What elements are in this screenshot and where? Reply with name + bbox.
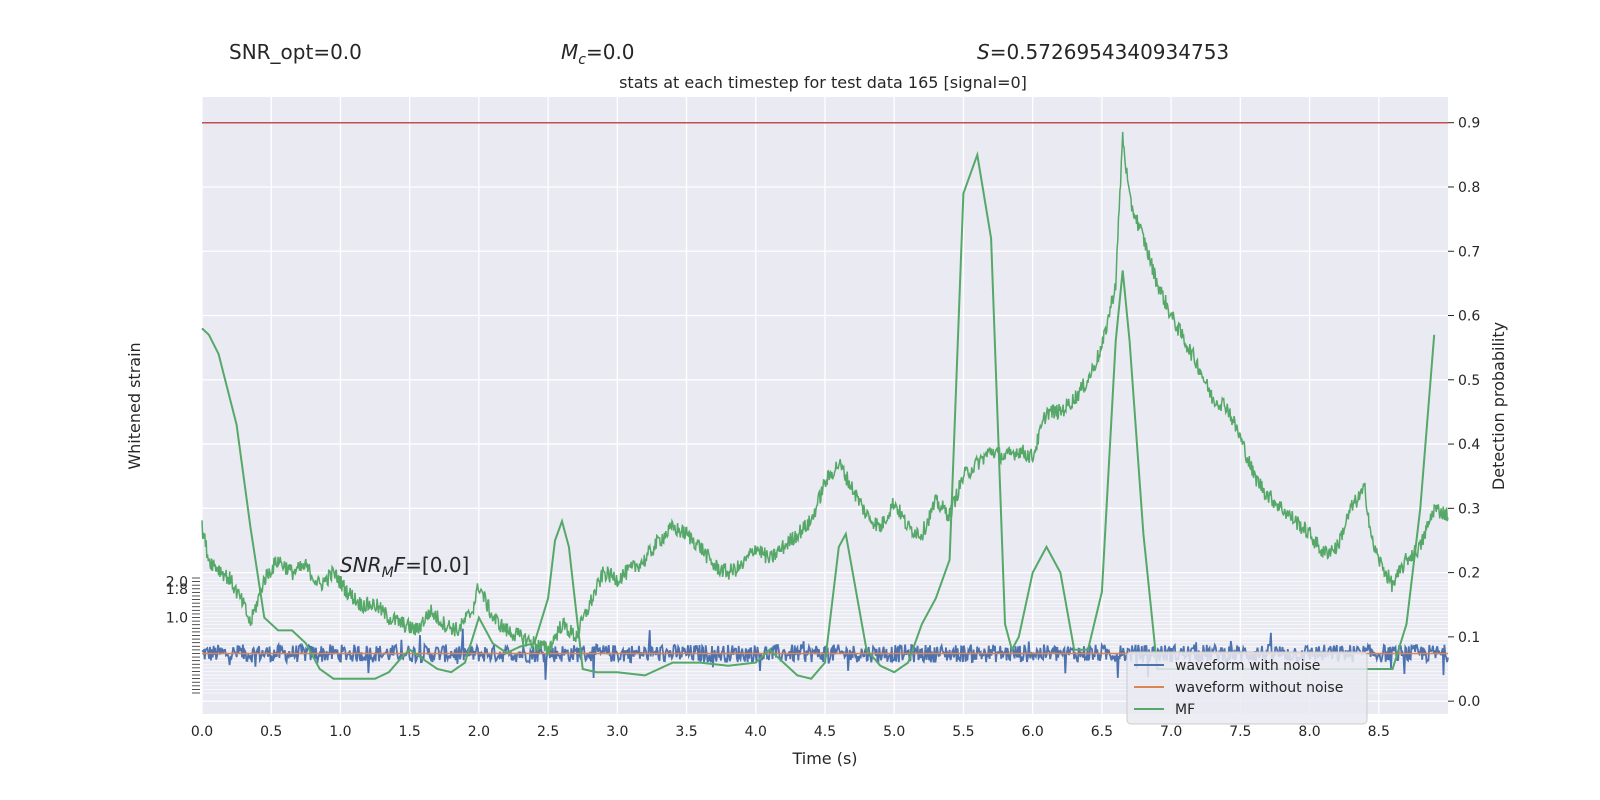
x-tick-label: 6.0 <box>1022 724 1044 740</box>
right-tick-label: 0.9 <box>1458 116 1480 132</box>
x-tick-label: 2.5 <box>537 724 559 740</box>
legend: waveform with noise waveform without noi… <box>1126 651 1368 725</box>
x-tick-label: 1.5 <box>399 724 421 740</box>
trace-line <box>201 131 1449 656</box>
score-label: S=0.5726954340934753 <box>977 40 1229 64</box>
right-tick-label: 0.4 <box>1458 437 1480 453</box>
right-tick-label: 0.8 <box>1458 180 1480 196</box>
right-tick-label: 0.6 <box>1458 309 1480 325</box>
right-tick-label: 0.7 <box>1458 244 1480 260</box>
x-axis-label: Time (s) <box>791 749 857 768</box>
x-tick-label: 6.5 <box>1091 724 1113 740</box>
x-tick-label: 3.5 <box>675 724 697 740</box>
x-tick-label: 2.0 <box>468 724 490 740</box>
legend-label-mf: MF <box>1175 702 1195 718</box>
x-tick-label: 1.0 <box>329 724 351 740</box>
x-tick-label: 5.5 <box>952 724 974 740</box>
right-tick-label: 0.3 <box>1458 501 1480 517</box>
right-tick-label: 0.0 <box>1458 694 1480 710</box>
x-tick-label: 7.0 <box>1160 724 1182 740</box>
x-tick-label: 7.5 <box>1229 724 1251 740</box>
gridlines <box>201 97 1448 714</box>
x-tick-label: 4.5 <box>814 724 836 740</box>
chart-title: stats at each timestep for test data 165… <box>619 73 1027 92</box>
x-tick-label: 0.5 <box>260 724 282 740</box>
snr-mf-label: SNRMF=[0.0] <box>340 553 469 581</box>
left-tick-label: 2.0 <box>166 575 188 591</box>
right-tick-label: 0.5 <box>1458 373 1480 389</box>
legend-label-noise: waveform with noise <box>1175 658 1320 674</box>
left-tick-label: 1.8 <box>166 582 188 598</box>
left-axis-ticks: 2.01.8 1.0 <box>166 575 200 694</box>
right-y-axis-label: Detection probability <box>1489 322 1508 490</box>
series-mf <box>201 150 1436 680</box>
series-probability-trace <box>201 131 1449 656</box>
left-tick-label: 1.0 <box>166 611 188 627</box>
mf-line <box>201 150 1436 680</box>
legend-label-clean: waveform without noise <box>1175 680 1343 696</box>
x-tick-label: 0.0 <box>191 724 213 740</box>
legend-box <box>1126 651 1368 725</box>
x-tick-label: 5.0 <box>883 724 905 740</box>
x-axis-ticks: 0.0 0.5 1.0 1.5 2.0 2.5 3.0 3.5 4.0 4.5 5.0 5.5 6.0 6… <box>191 724 1390 740</box>
x-tick-label: 8.5 <box>1368 724 1390 740</box>
chirp-mass-label: Mc=0.0 <box>561 40 635 68</box>
x-tick-label: 3.0 <box>606 724 628 740</box>
right-tick-label: 0.2 <box>1458 566 1480 582</box>
x-tick-label: 4.0 <box>745 724 767 740</box>
right-axis-ticks: 0.0 0.1 0.2 0.3 0.4 0.5 0.6 0.7 0.8 0.9 <box>1448 116 1480 710</box>
right-tick-label: 0.1 <box>1458 630 1480 646</box>
left-y-axis-label: Whitened strain <box>125 342 144 469</box>
x-tick-label: 8.0 <box>1298 724 1320 740</box>
snr-opt-label: SNR_opt=0.0 <box>229 40 362 64</box>
